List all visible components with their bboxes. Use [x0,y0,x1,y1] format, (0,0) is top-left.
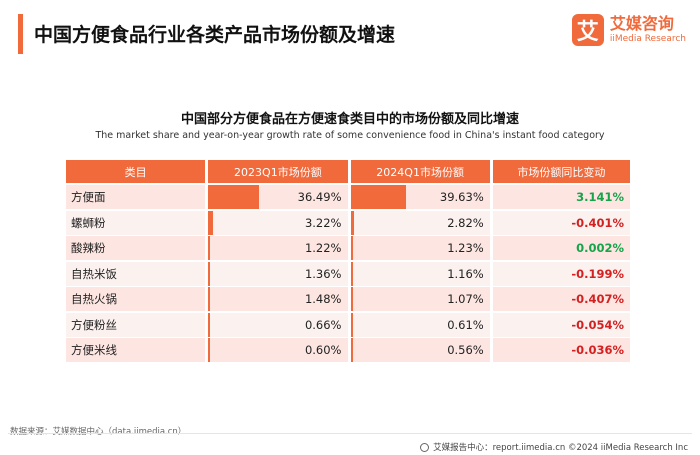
share-2024-value: 1.23% [447,241,484,255]
share-2023-cell: 36.49% [208,185,348,209]
share-2023-bar [208,312,211,337]
table-row: 酸辣粉 1.22% 1.23% 0.002% [66,236,631,260]
share-2023-value: 1.36% [304,266,342,281]
share-2024-value: 2.82% [447,215,484,230]
footer-text: 艾媒报告中心：report.iimedia.cn ©2024 iiMedia R… [433,443,688,453]
change-cell: -0.407% [492,287,631,311]
share-2024-value: 0.56% [447,343,484,357]
table-row: 螺蛳粉 3.22% 2.82% -0.401% [66,210,631,235]
logo-mark-icon: 艾 [571,14,604,46]
change-cell: 0.002% [492,236,631,260]
share-2023-bar [208,338,211,362]
share-2024-bar [350,236,353,260]
share-2023-value: 3.22% [304,215,342,230]
share-2023-cell: 1.22% [208,236,348,260]
table-row: 方便粉丝 0.66% 0.61% -0.054% [66,312,631,337]
share-2024-bar [350,185,406,209]
share-2023-cell: 1.36% [208,261,348,286]
category-cell: 方便米线 [66,338,206,362]
share-2023-cell: 0.60% [208,338,348,362]
category-cell: 螺蛳粉 [66,210,206,235]
share-2023-value: 1.22% [304,241,342,255]
table-header-row: 类目 2023Q1市场份额 2024Q1市场份额 市场份额同比变动 [66,160,631,183]
share-2024-bar [350,312,353,337]
share-2024-cell: 1.07% [350,287,490,311]
category-cell: 酸辣粉 [66,236,206,260]
iimedia-logo: 艾 艾媒咨询 iiMedia Research [571,14,686,46]
chart-title: 中国部分方便食品在方便速食类目中的市场份额及同比增速 [180,112,519,127]
share-2023-bar [208,236,211,260]
share-2024-cell: 39.63% [350,185,490,209]
share-2023-bar [208,261,211,286]
footer-copyright: 艾媒报告中心：report.iimedia.cn ©2024 iiMedia R… [420,441,688,453]
share-2024-value: 1.07% [447,292,484,306]
share-2023-cell: 1.48% [208,287,348,311]
share-2024-cell: 0.56% [350,338,490,362]
category-cell: 方便面 [66,185,206,209]
column-header-change: 市场份额同比变动 [492,160,631,183]
change-cell: 3.141% [492,185,631,209]
category-cell: 方便粉丝 [66,312,206,337]
category-cell: 自热火锅 [66,287,206,311]
logo-name-en: iiMedia Research [609,34,686,44]
column-header-category: 类目 [66,160,206,183]
report-center-icon [420,442,430,452]
page-title: 中国方便食品行业各类产品市场份额及增速 [34,24,396,46]
share-2024-cell: 1.16% [350,261,490,286]
share-2023-bar [208,287,211,311]
share-2023-bar [208,185,260,209]
chart-subtitle: The market share and year-on-year growth… [95,130,605,141]
change-cell: -0.401% [492,210,631,235]
logo-name-cn: 艾媒咨询 [609,14,674,33]
column-header-share-2024: 2024Q1市场份额 [350,160,490,183]
change-cell: -0.036% [492,338,631,362]
share-2024-bar [350,261,353,286]
data-source: 数据来源：艾媒数据中心（data.iimedia.cn） [10,427,187,437]
share-2023-value: 36.49% [297,190,342,204]
column-header-share-2023: 2023Q1市场份额 [208,160,348,183]
share-2023-value: 0.66% [304,317,342,332]
share-2024-bar [350,287,353,311]
share-2024-cell: 0.61% [350,312,490,337]
share-2024-cell: 2.82% [350,210,490,235]
table-row: 自热火锅 1.48% 1.07% -0.407% [66,287,631,311]
share-2024-value: 0.61% [447,317,484,332]
share-2024-bar [350,338,353,362]
footer-divider [8,433,692,434]
share-2023-value: 0.60% [304,343,342,357]
share-2024-cell: 1.23% [350,236,490,260]
category-cell: 自热米饭 [66,261,206,286]
share-2023-bar [208,210,213,235]
share-2024-bar [350,210,355,235]
change-cell: -0.054% [492,312,631,337]
share-2023-cell: 3.22% [208,210,348,235]
share-2024-value: 39.63% [439,190,484,204]
table-row: 自热米饭 1.36% 1.16% -0.199% [66,261,631,286]
share-2024-value: 1.16% [447,266,484,281]
share-2023-value: 1.48% [304,292,342,306]
market-share-table: 类目 2023Q1市场份额 2024Q1市场份额 市场份额同比变动 方便面 36.… [66,160,631,364]
change-cell: -0.199% [492,261,631,286]
share-2023-cell: 0.66% [208,312,348,337]
table-row: 方便米线 0.60% 0.56% -0.036% [66,338,631,362]
title-accent-bar [18,14,23,54]
table-body: 方便面 36.49% 39.63% 3.141% 螺蛳粉 3.22% 2.82% -0.401… [66,185,631,362]
table-row: 方便面 36.49% 39.63% 3.141% [66,185,631,209]
